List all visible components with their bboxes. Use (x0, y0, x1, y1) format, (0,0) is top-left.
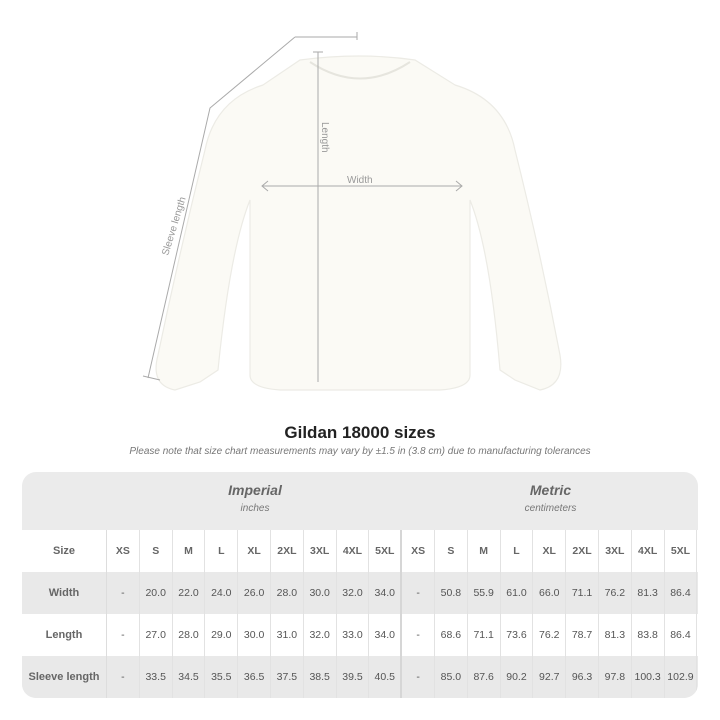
imperial-cell: XL (238, 530, 271, 572)
row-label: Sleeve length (22, 656, 107, 698)
imperial-cell: 34.0 (369, 614, 403, 656)
metric-cell: 100.3 (632, 656, 665, 698)
metric-cell: 50.8 (435, 572, 468, 614)
tolerance-note: Please note that size chart measurements… (129, 446, 591, 457)
imperial-cell: 40.5 (369, 656, 403, 698)
metric-cell: 71.1 (468, 614, 501, 656)
metric-cell: 68.6 (435, 614, 468, 656)
imperial-cell: 35.5 (205, 656, 239, 698)
imperial-cell: - (107, 656, 140, 698)
metric-cell: 97.8 (599, 656, 632, 698)
metric-cell: 3XL (599, 530, 632, 572)
imperial-cell: - (107, 572, 140, 614)
imperial-cell: XS (107, 530, 140, 572)
imperial-cell: 4XL (337, 530, 370, 572)
metric-cell: - (402, 572, 435, 614)
imperial-cell: 36.5 (238, 656, 271, 698)
metric-unit: centimeters (524, 503, 577, 514)
row-label: Width (22, 572, 107, 614)
imperial-cell: 22.0 (173, 572, 206, 614)
metric-cell: 76.2 (599, 572, 632, 614)
size-table: Imperial inches Metric centimeters Size X… (22, 472, 698, 698)
sweatshirt-diagram: Length Width Sleeve length (142, 32, 562, 391)
metric-heading: Metric (529, 482, 572, 498)
imperial-cell: 29.0 (205, 614, 239, 656)
metric-cell: 61.0 (501, 572, 534, 614)
imperial-cell: 24.0 (205, 572, 239, 614)
imperial-cell: 27.0 (140, 614, 173, 656)
imperial-heading: Imperial (228, 482, 282, 498)
metric-cell: 2XL (566, 530, 599, 572)
imperial-cell: 26.0 (238, 572, 271, 614)
imperial-cell: - (107, 614, 140, 656)
metric-cell: 76.2 (533, 614, 567, 656)
metric-cell: 4XL (632, 530, 665, 572)
metric-cell: XL (533, 530, 567, 572)
metric-cell: - (402, 614, 435, 656)
metric-cell: 55.9 (468, 572, 501, 614)
chart-title: Gildan 18000 sizes (284, 423, 436, 442)
imperial-cell: S (140, 530, 173, 572)
length-line (313, 51, 323, 382)
metric-cell: XS (402, 530, 435, 572)
length-label: Length (319, 122, 330, 153)
metric-cell: 86.4 (665, 614, 698, 656)
metric-cell: 87.6 (468, 656, 501, 698)
imperial-cell: 3XL (304, 530, 337, 572)
imperial-cell: 30.0 (238, 614, 271, 656)
metric-cell: - (402, 656, 435, 698)
metric-cell: 73.6 (501, 614, 534, 656)
metric-cell: 78.7 (566, 614, 599, 656)
imperial-unit: inches (240, 503, 270, 514)
imperial-cell: 37.5 (271, 656, 304, 698)
metric-cell: 81.3 (632, 572, 665, 614)
row-label: Size (22, 530, 107, 572)
imperial-cell: 28.0 (173, 614, 206, 656)
metric-cell: 86.4 (665, 572, 698, 614)
metric-cell: 81.3 (599, 614, 632, 656)
metric-cell: 66.0 (533, 572, 567, 614)
imperial-cell: 31.0 (271, 614, 304, 656)
row-label: Length (22, 614, 107, 656)
metric-cell: M (468, 530, 501, 572)
sweatshirt-illustration (155, 55, 562, 391)
collar (309, 61, 411, 80)
metric-cell: 92.7 (533, 656, 567, 698)
table-row: Sleeve length -33.5 34.5 35.5 36.5 37.5 38.5 39… (22, 656, 698, 698)
imperial-cell: 38.5 (304, 656, 337, 698)
metric-cell: L (501, 530, 534, 572)
table-row: Width -20.0 22.0 24.0 26.0 28.0 30.0 32.0 34.0-5… (22, 572, 698, 614)
imperial-cell: 39.5 (337, 656, 370, 698)
width-label: Width (347, 175, 373, 186)
imperial-cell: M (173, 530, 206, 572)
metric-cell: 83.8 (632, 614, 665, 656)
size-header-row: Size XS S M L XL 2XL 3XL 4XL 5XL XS S M L XL 2XL 3XL 4XL 5… (22, 530, 698, 572)
metric-cell: S (435, 530, 468, 572)
metric-cell: 5XL (665, 530, 698, 572)
sleeve-length-line (142, 32, 358, 381)
imperial-cell: 33.5 (140, 656, 173, 698)
metric-cell: 102.9 (665, 656, 698, 698)
imperial-cell: 32.0 (304, 614, 337, 656)
width-line (261, 180, 463, 192)
imperial-cell: 28.0 (271, 572, 304, 614)
imperial-cell: 34.0 (369, 572, 403, 614)
metric-cell: 85.0 (435, 656, 468, 698)
imperial-cell: L (205, 530, 239, 572)
imperial-cell: 2XL (271, 530, 304, 572)
imperial-cell: 32.0 (337, 572, 370, 614)
imperial-cell: 5XL (369, 530, 403, 572)
imperial-cell: 20.0 (140, 572, 173, 614)
imperial-cell: 33.0 (337, 614, 370, 656)
table-row: Length -27.0 28.0 29.0 30.0 31.0 32.0 33.0 34.0-… (22, 614, 698, 656)
metric-group: Metric centimeters (403, 482, 698, 514)
metric-cell: 90.2 (501, 656, 534, 698)
metric-cell: 71.1 (566, 572, 599, 614)
metric-cell: 96.3 (566, 656, 599, 698)
imperial-cell: 34.5 (173, 656, 206, 698)
imperial-cell: 30.0 (304, 572, 337, 614)
imperial-group: Imperial inches (107, 482, 403, 514)
